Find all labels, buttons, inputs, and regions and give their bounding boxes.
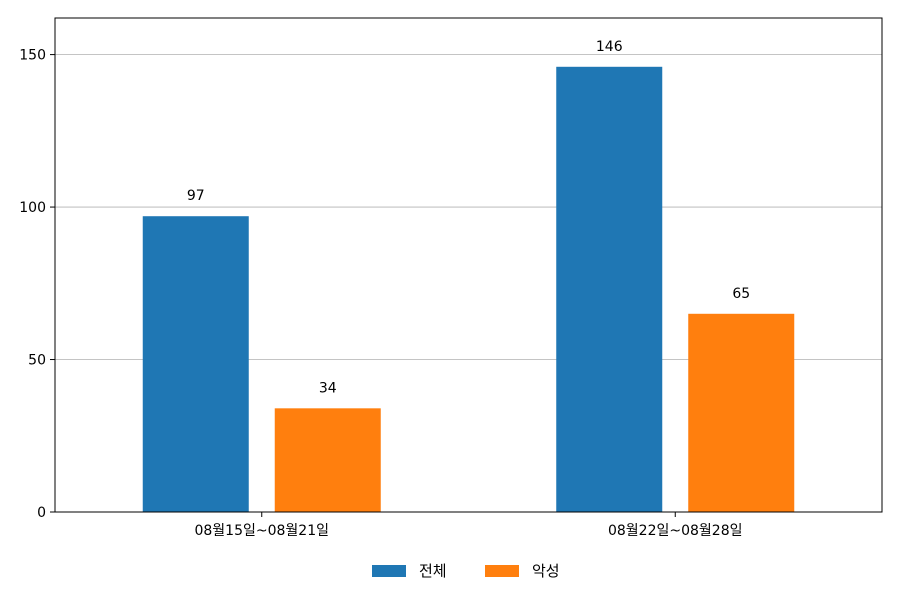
x-tick-label: 08월15일~08월21일	[194, 523, 329, 539]
bar-malicious	[688, 313, 795, 512]
x-tick-label: 08월22일~08월28일	[608, 523, 743, 539]
legend: 전체 악성	[372, 562, 560, 580]
y-tick-label: 150	[19, 48, 46, 64]
x-axis: 08월15일~08월21일 08월22일~08월28일	[194, 512, 743, 539]
bar-total	[142, 216, 249, 512]
data-label: 65	[732, 286, 750, 302]
y-tick-label: 100	[19, 200, 46, 216]
data-label: 97	[187, 188, 205, 204]
legend-swatch	[372, 565, 406, 577]
legend-label: 악성	[532, 562, 560, 580]
plot-frame	[54, 17, 883, 513]
legend-label: 전체	[419, 562, 447, 580]
bar-total	[556, 66, 663, 512]
data-labels: 97 34 146 65	[187, 39, 750, 397]
legend-swatch	[485, 565, 519, 577]
bar-malicious	[274, 408, 381, 512]
bars	[142, 66, 795, 512]
y-axis: 0 50 100 150	[19, 48, 55, 521]
y-tick-label: 0	[37, 505, 46, 521]
data-label: 146	[596, 39, 623, 55]
y-tick-label: 50	[28, 353, 46, 369]
data-label: 34	[319, 380, 337, 396]
